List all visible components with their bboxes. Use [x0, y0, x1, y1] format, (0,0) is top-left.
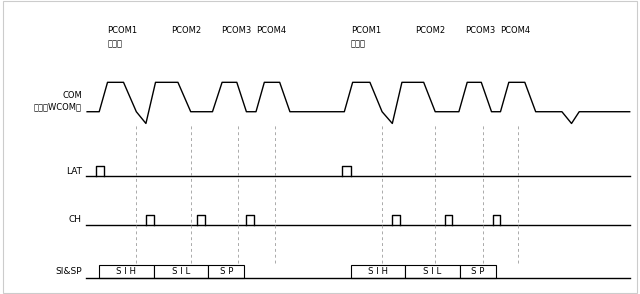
Text: S I H: S I H — [116, 267, 136, 276]
Bar — [460, 265, 496, 278]
Bar — [99, 265, 154, 278]
Text: PCOM3: PCOM3 — [221, 26, 251, 35]
Bar — [208, 265, 244, 278]
Text: S P: S P — [220, 267, 233, 276]
Text: PCOM4: PCOM4 — [500, 26, 531, 35]
Text: PCOM3: PCOM3 — [465, 26, 495, 35]
Text: PCOM4: PCOM4 — [256, 26, 286, 35]
Bar — [405, 265, 460, 278]
Text: S I L: S I L — [423, 267, 442, 276]
Text: S P: S P — [471, 267, 484, 276]
Text: SI&SP: SI&SP — [55, 267, 82, 276]
Text: 微振動: 微振動 — [108, 39, 122, 49]
Bar — [351, 265, 405, 278]
Text: PCOM2: PCOM2 — [172, 26, 202, 35]
Text: S I H: S I H — [368, 267, 388, 276]
Text: PCOM1: PCOM1 — [351, 26, 381, 35]
Text: LAT: LAT — [66, 167, 82, 176]
Text: CH: CH — [69, 216, 82, 224]
Text: PCOM2: PCOM2 — [415, 26, 445, 35]
Text: COM
（又はWCOM）: COM （又はWCOM） — [34, 91, 82, 111]
Text: S I L: S I L — [172, 267, 190, 276]
Text: 微振動: 微振動 — [351, 39, 365, 49]
Text: PCOM1: PCOM1 — [108, 26, 138, 35]
Bar — [154, 265, 208, 278]
